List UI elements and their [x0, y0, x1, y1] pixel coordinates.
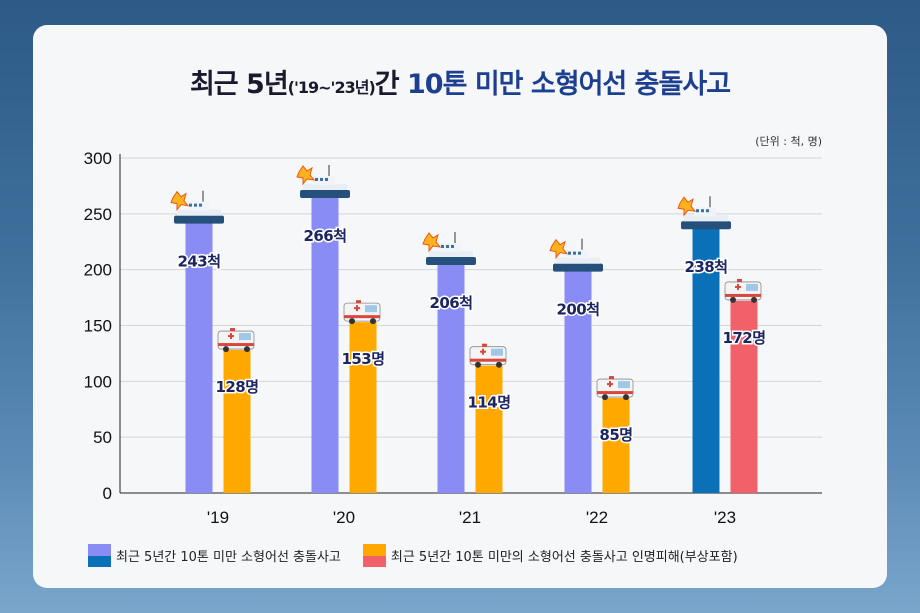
x-tick-label: '20 [333, 508, 355, 527]
data-label-vessels: 238척 [684, 258, 727, 276]
bar-vessels [564, 269, 592, 493]
bar-casualties [223, 350, 251, 493]
bar-vessels [311, 195, 339, 493]
data-label-vessels: 206척 [429, 294, 472, 312]
ambulance-icon [469, 343, 507, 368]
data-label-casualties: 153명 [341, 350, 384, 368]
ambulance-icon [596, 376, 634, 401]
bar-casualties [602, 398, 630, 493]
data-label-vessels: 200척 [556, 301, 599, 319]
y-tick-label: 100 [84, 372, 112, 391]
data-label-casualties: 114명 [467, 394, 510, 412]
ship-icon [549, 238, 603, 272]
legend: 최근 5년간 10톤 미만 소형어선 충돌사고 최근 5년간 10톤 미만의 소… [88, 544, 738, 567]
bar-casualties [349, 322, 377, 493]
y-tick-label: 200 [84, 261, 112, 280]
ambulance-icon [217, 328, 255, 353]
chart-title: 최근 5년('19~'23년)간 10톤 미만 소형어선 충돌사고 [189, 69, 731, 100]
ship-icon [296, 164, 350, 198]
x-tick-label: '21 [459, 508, 481, 527]
legend-label-vessels: 최근 5년간 10톤 미만 소형어선 충돌사고 [116, 550, 341, 565]
y-tick-label: 50 [93, 428, 112, 447]
ship-icon [677, 196, 731, 230]
legend-swatch-casualties [362, 544, 386, 567]
legend-label-casualties: 최근 5년간 10톤 미만의 소형어선 충돌사고 인명피해(부상포함) [390, 550, 738, 565]
bar-casualties [475, 365, 503, 493]
x-tick-label: '19 [207, 508, 229, 527]
ambulance-icon [724, 278, 762, 303]
y-tick-label: 300 [84, 149, 112, 168]
bar-vessels [437, 262, 465, 493]
y-tick-label: 250 [84, 205, 112, 224]
bar-vessels [692, 227, 720, 493]
x-tick-label: '22 [586, 508, 608, 527]
data-label-vessels: 243척 [177, 253, 220, 271]
unit-label: (단위 : 척, 명) [755, 135, 822, 148]
ambulance-icon [343, 300, 381, 325]
x-tick-label: '23 [714, 508, 736, 527]
data-label-casualties: 128명 [215, 378, 258, 396]
bar-casualties [730, 300, 758, 493]
legend-item-casualties: 최근 5년간 10톤 미만의 소형어선 충돌사고 인명피해(부상포함) [362, 544, 738, 567]
ship-icon [170, 190, 224, 224]
data-label-casualties: 85명 [599, 426, 632, 444]
legend-swatch-vessels [88, 544, 111, 567]
data-label-casualties: 172명 [722, 329, 765, 347]
y-tick-label: 150 [84, 317, 112, 336]
legend-item-vessels: 최근 5년간 10톤 미만 소형어선 충돌사고 [88, 544, 341, 567]
ship-icon [422, 231, 476, 265]
data-label-vessels: 266척 [303, 227, 346, 245]
y-tick-label: 0 [103, 484, 112, 503]
bar-vessels [185, 221, 213, 493]
